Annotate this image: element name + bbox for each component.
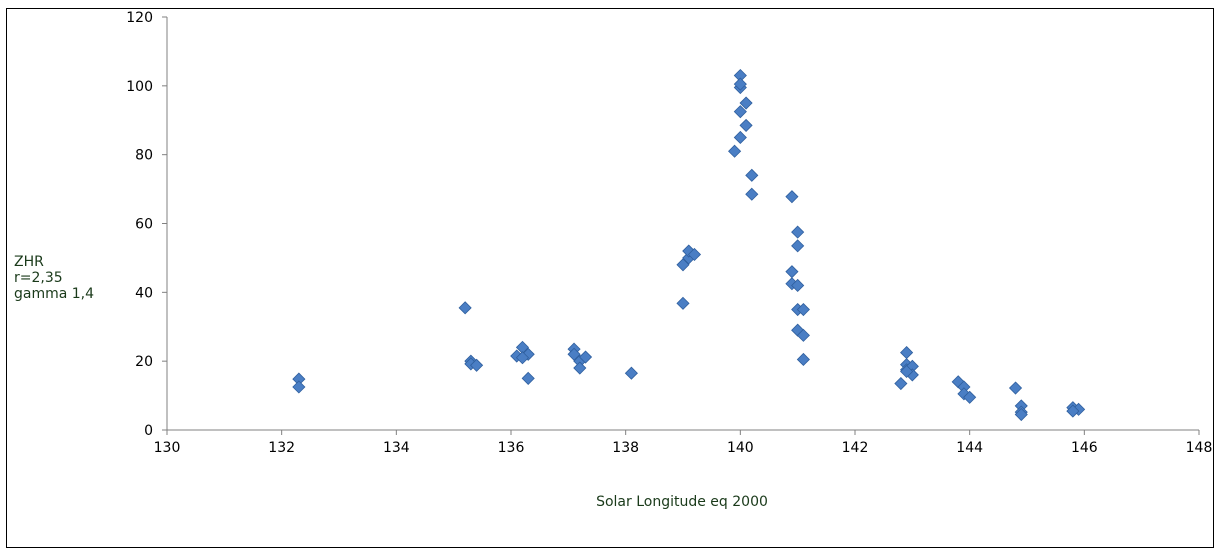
- data-point: [791, 225, 805, 239]
- x-tick-label: 138: [612, 440, 639, 456]
- data-point: [900, 364, 914, 379]
- data-point: [470, 358, 484, 372]
- data-point: [573, 361, 587, 375]
- y-tick-label: 0: [144, 423, 153, 439]
- x-tick-label: 148: [1186, 440, 1213, 456]
- data-point: [745, 168, 759, 182]
- data-points: [292, 68, 1086, 422]
- data-point: [739, 96, 753, 110]
- data-point: [733, 130, 747, 145]
- data-point: [676, 258, 690, 272]
- y-axis-label-line-1: ZHR: [14, 254, 44, 270]
- data-point: [894, 376, 908, 391]
- x-tick-label: 146: [1071, 440, 1098, 456]
- x-tick-label: 134: [383, 440, 410, 456]
- data-point: [1014, 407, 1028, 422]
- data-point: [1066, 404, 1080, 418]
- y-tick-label: 100: [126, 79, 153, 95]
- data-point: [1008, 381, 1023, 395]
- data-point: [687, 247, 702, 262]
- data-point: [791, 278, 805, 293]
- data-point: [785, 190, 799, 204]
- data-point: [745, 187, 759, 201]
- x-tick-label: 144: [956, 440, 983, 456]
- data-point: [900, 345, 914, 360]
- data-point: [578, 350, 593, 364]
- x-tick-label: 130: [154, 440, 181, 456]
- scatter-chart: 130 132 134 136 138 140 142 144 146 148 0 20 40 60 80…: [14, 10, 1213, 510]
- y-tick-label: 80: [135, 148, 153, 164]
- data-point: [521, 371, 535, 385]
- y-tick-label: 60: [135, 217, 153, 233]
- x-tick-label: 132: [268, 440, 295, 456]
- data-point: [292, 380, 306, 394]
- y-tick-label: 120: [126, 10, 153, 26]
- data-point: [515, 351, 530, 365]
- data-point: [739, 118, 753, 132]
- data-point: [791, 323, 805, 337]
- x-tick-label: 140: [727, 440, 754, 456]
- y-axis-label-line-2: r=2,35: [14, 270, 63, 286]
- data-point: [676, 296, 690, 310]
- x-tick-label: 136: [498, 440, 525, 456]
- x-tick-label: 142: [842, 440, 869, 456]
- data-point: [624, 366, 638, 380]
- data-point: [458, 301, 472, 315]
- y-axis-label-line-3: gamma 1,4: [14, 286, 94, 302]
- data-point: [728, 144, 742, 158]
- axes: [166, 17, 1199, 431]
- data-point: [951, 375, 965, 389]
- data-point: [785, 265, 799, 279]
- data-point: [567, 347, 581, 361]
- chart-frame: [6, 8, 1214, 548]
- y-tick-labels: 0 20 40 60 80 100 120: [126, 10, 167, 439]
- data-point: [796, 302, 810, 317]
- data-point: [796, 328, 810, 342]
- data-point: [733, 105, 747, 119]
- x-axis-label: Solar Longitude eq 2000: [596, 494, 768, 510]
- y-tick-label: 20: [135, 354, 153, 370]
- data-point: [963, 390, 977, 404]
- data-point: [791, 239, 805, 253]
- data-point: [733, 77, 747, 91]
- data-point: [796, 352, 810, 367]
- y-tick-label: 40: [135, 285, 153, 301]
- x-tick-labels: 130 132 134 136 138 140 142 144 146 148: [154, 430, 1213, 456]
